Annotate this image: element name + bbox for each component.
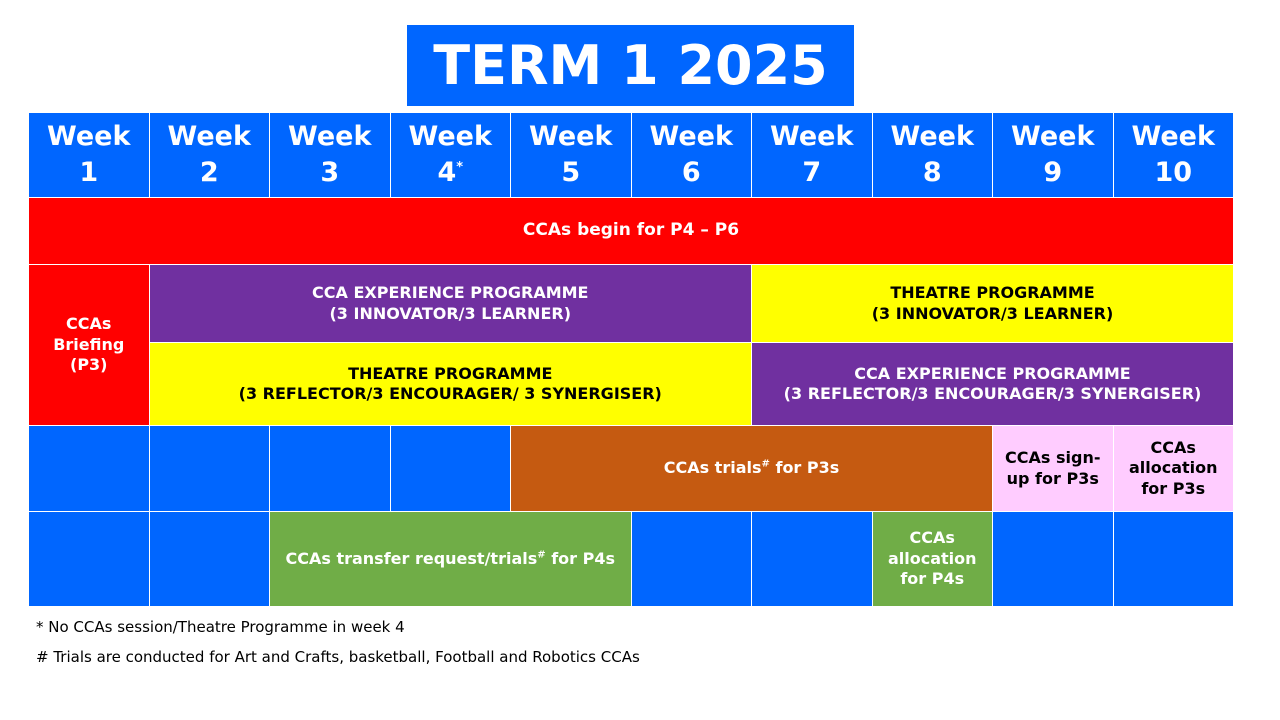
theatre-programme-b: THEATRE PROGRAMME (3 REFLECTOR/3 ENCOURAG… [148, 342, 752, 426]
footnote-trials: # Trials are conducted for Art and Craft… [36, 648, 640, 666]
term-schedule-table: Week 1 Week 2 Week 3 Week 4* Week 5 Week 6 Wee… [28, 112, 1234, 607]
ccas-signup-p3: CCAs sign-up for P3s [992, 425, 1114, 512]
week-header-10: Week 10 [1112, 112, 1234, 198]
week-header-2: Week 2 [148, 112, 270, 198]
week-header-row: Week 1 Week 2 Week 3 Week 4* Week 5 Week 6 Wee… [28, 112, 1234, 198]
empty-cell [148, 511, 270, 607]
empty-cell [28, 511, 150, 607]
ccas-trials-p3: CCAs trials# for P3s [510, 425, 993, 512]
cca-experience-programme-b: CCA EXPERIENCE PROGRAMME (3 REFLECTOR/3 E… [751, 342, 1234, 426]
week-header-8: Week 8 [871, 112, 993, 198]
programme-row-a: CCAs Briefing (P3) CCA EXPERIENCE PROGRAMM… [28, 264, 1234, 426]
ccas-begin-bar: CCAs begin for P4 – P6 [28, 197, 1234, 265]
empty-cell [751, 511, 873, 607]
page-title: TERM 1 2025 [407, 25, 854, 106]
p4-row: CCAs transfer request/trials# for P4s CC… [28, 511, 1234, 607]
ccas-allocation-p4: CCAs allocation for P4s [871, 511, 993, 607]
empty-cell [28, 425, 150, 512]
footnote-week4: * No CCAs session/Theatre Programme in w… [36, 618, 405, 636]
week-header-9: Week 9 [992, 112, 1114, 198]
footnotes: * No CCAs session/Theatre Programme in w… [36, 618, 640, 678]
asterisk-mark: * [456, 160, 464, 175]
cca-experience-programme-a: CCA EXPERIENCE PROGRAMME (3 INNOVATOR/3 L… [148, 264, 752, 343]
programme-row-b: THEATRE PROGRAMME (3 REFLECTOR/3 ENCOURAG… [29, 342, 1234, 426]
theatre-programme-a: THEATRE PROGRAMME (3 INNOVATOR/3 LEARNER) [751, 264, 1234, 343]
week-header-1: Week 1 [28, 112, 150, 198]
empty-cell [269, 425, 391, 512]
week-header-7: Week 7 [751, 112, 873, 198]
week-header-4: Week 4* [389, 112, 511, 198]
empty-cell [630, 511, 752, 607]
ccas-allocation-p3: CCAs allocation for P3s [1112, 425, 1234, 512]
week-header-5: Week 5 [510, 112, 632, 198]
p3-row: CCAs trials# for P3s CCAs sign-up for P3… [28, 425, 1234, 512]
ccas-briefing-p3: CCAs Briefing (P3) [28, 264, 150, 426]
empty-cell [992, 511, 1114, 607]
empty-cell [389, 425, 511, 512]
week-header-3: Week 3 [269, 112, 391, 198]
empty-cell [1112, 511, 1234, 607]
ccas-begin-row: CCAs begin for P4 – P6 [28, 197, 1234, 265]
empty-cell [148, 425, 270, 512]
ccas-transfer-trials-p4: CCAs transfer request/trials# for P4s [269, 511, 632, 607]
week-header-6: Week 6 [630, 112, 752, 198]
